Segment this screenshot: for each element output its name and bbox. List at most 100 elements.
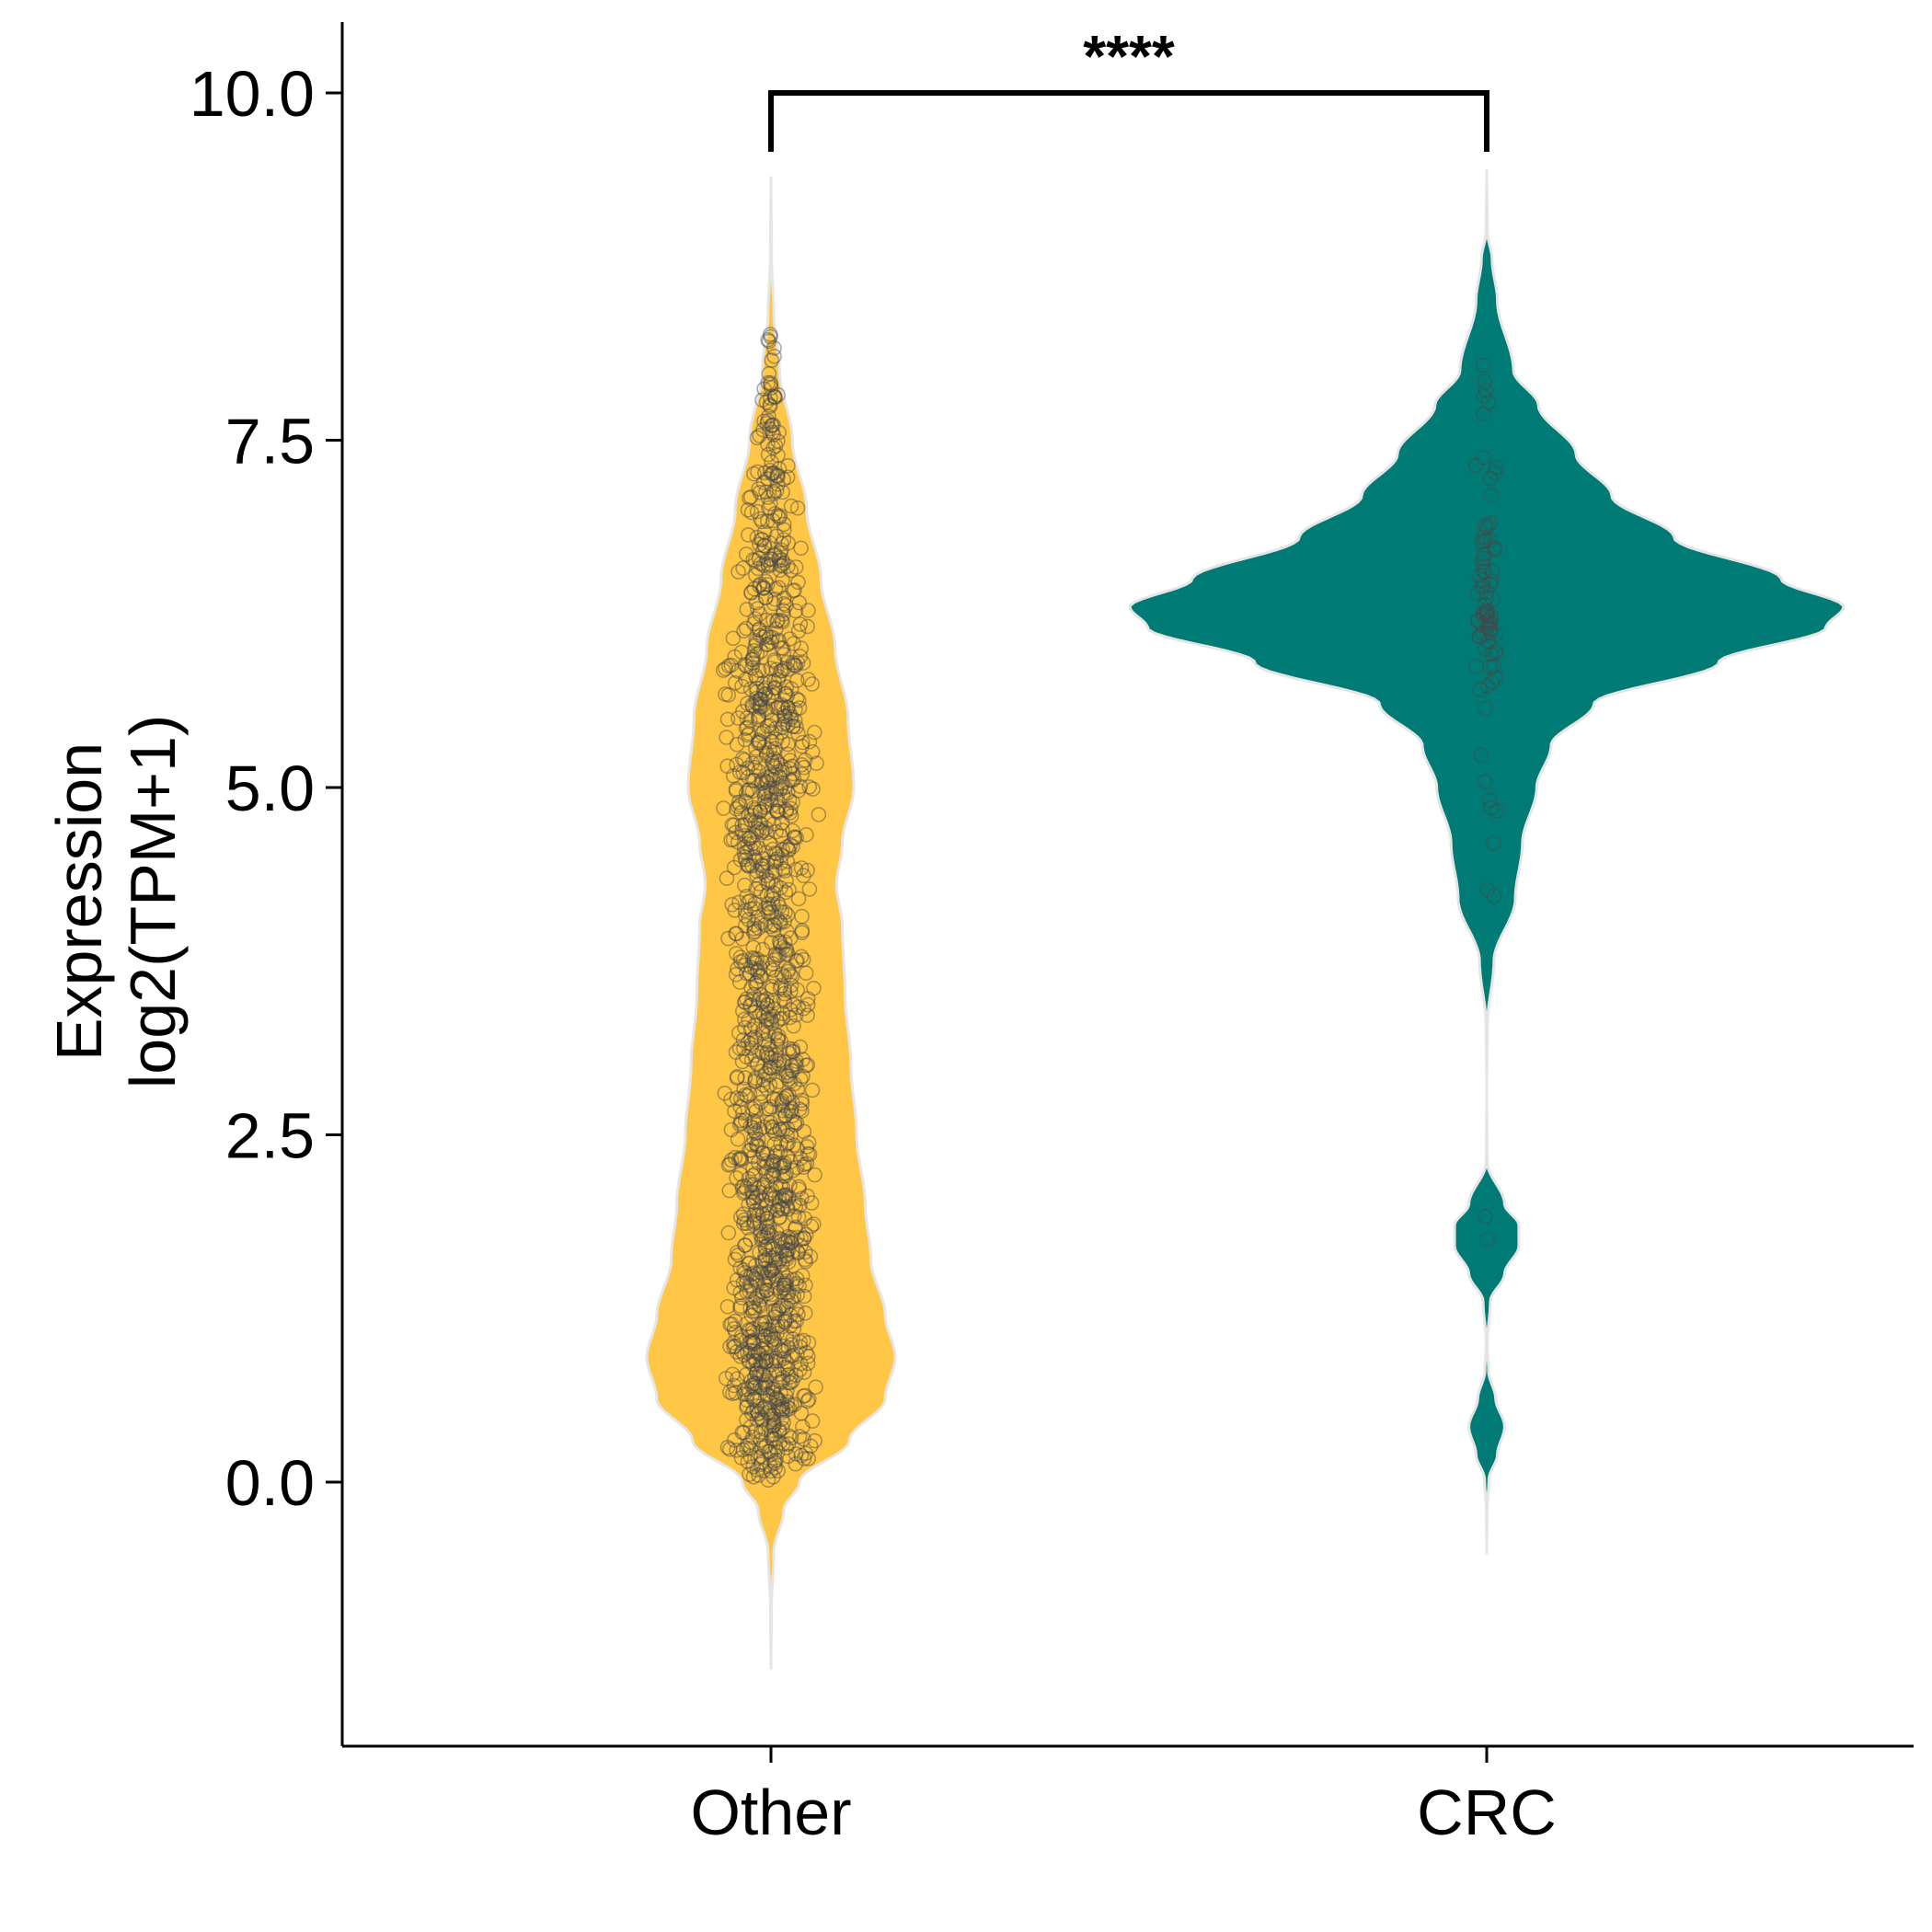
data-point	[763, 1428, 779, 1443]
data-point	[1478, 584, 1494, 601]
data-point	[793, 1237, 809, 1254]
data-point	[789, 1229, 805, 1246]
y-tick-label: 0.0	[225, 1447, 315, 1519]
data-point	[797, 1156, 812, 1173]
data-point	[768, 1363, 785, 1379]
data-point	[772, 899, 788, 915]
data-point	[765, 1153, 781, 1169]
data-point	[743, 960, 759, 975]
data-point	[778, 1402, 794, 1418]
data-point	[757, 1270, 774, 1285]
data-point	[778, 1273, 794, 1289]
data-point	[752, 960, 768, 976]
data-point	[763, 1115, 778, 1131]
data-point	[788, 603, 804, 619]
data-point	[746, 1193, 762, 1210]
data-point	[719, 711, 736, 728]
data-point	[752, 606, 768, 622]
data-point	[740, 894, 756, 910]
data-point	[753, 1412, 770, 1428]
data-point	[749, 430, 765, 446]
data-point	[745, 1403, 762, 1419]
data-point	[791, 692, 807, 708]
data-point	[761, 1322, 777, 1338]
data-point	[784, 1397, 799, 1413]
data-point	[780, 1448, 796, 1465]
data-point	[739, 1440, 754, 1456]
data-point	[744, 1333, 761, 1350]
data-point	[752, 1298, 768, 1315]
data-point	[739, 1088, 755, 1104]
data-point	[746, 1206, 763, 1223]
data-point	[807, 1432, 823, 1449]
data-point	[765, 841, 781, 857]
data-point	[753, 815, 769, 832]
data-point	[723, 832, 739, 848]
data-point	[743, 1052, 760, 1068]
data-point	[760, 1379, 776, 1396]
data-point	[784, 1043, 800, 1059]
data-point	[787, 1117, 803, 1133]
data-point	[740, 1437, 756, 1454]
data-point	[798, 965, 814, 981]
data-point	[786, 1288, 802, 1305]
data-point	[766, 388, 783, 405]
data-point	[742, 1328, 758, 1345]
data-point	[745, 1185, 761, 1201]
data-point	[773, 696, 789, 713]
data-point	[762, 1388, 778, 1404]
data-point	[789, 500, 806, 516]
data-point	[745, 1380, 762, 1396]
data-point	[757, 1248, 774, 1263]
data-point	[1474, 617, 1489, 634]
data-point	[745, 1148, 762, 1165]
data-point	[748, 1202, 765, 1218]
data-point	[780, 1135, 796, 1151]
data-point	[798, 1057, 814, 1074]
data-point	[747, 975, 764, 991]
data-point	[809, 755, 824, 772]
data-point	[764, 1191, 780, 1207]
data-point	[771, 1366, 788, 1382]
data-point	[758, 1018, 774, 1034]
data-point	[799, 996, 816, 1013]
data-point	[733, 644, 750, 661]
data-point	[745, 698, 761, 715]
data-point	[741, 808, 757, 823]
data-point	[742, 1031, 759, 1048]
data-point	[746, 581, 763, 597]
data-point	[760, 471, 776, 487]
data-point	[771, 550, 788, 566]
data-point	[730, 794, 747, 811]
data-point	[736, 1185, 752, 1202]
data-point	[761, 718, 777, 734]
data-point	[753, 1086, 769, 1101]
data-point	[792, 1197, 808, 1213]
data-point	[782, 1307, 799, 1323]
data-point	[775, 1121, 791, 1137]
data-point	[742, 811, 759, 828]
data-point	[1475, 626, 1490, 642]
data-point	[763, 380, 779, 396]
data-point	[746, 849, 763, 866]
data-point	[762, 780, 777, 796]
data-point	[763, 661, 779, 676]
data-point	[736, 1041, 752, 1056]
data-point	[776, 647, 792, 662]
data-point	[794, 756, 810, 773]
data-point	[779, 1128, 795, 1144]
data-point	[790, 1306, 806, 1323]
data-point	[741, 831, 757, 846]
data-point	[731, 1116, 748, 1133]
data-point	[767, 1252, 784, 1269]
data-point	[742, 1323, 758, 1339]
data-point	[737, 903, 753, 919]
data-point	[737, 1237, 753, 1253]
data-point	[767, 591, 783, 607]
data-point	[741, 725, 757, 742]
data-point	[754, 1207, 771, 1223]
data-point	[770, 468, 787, 485]
data-point	[1484, 572, 1500, 589]
data-point	[747, 961, 764, 977]
data-point	[758, 394, 775, 410]
